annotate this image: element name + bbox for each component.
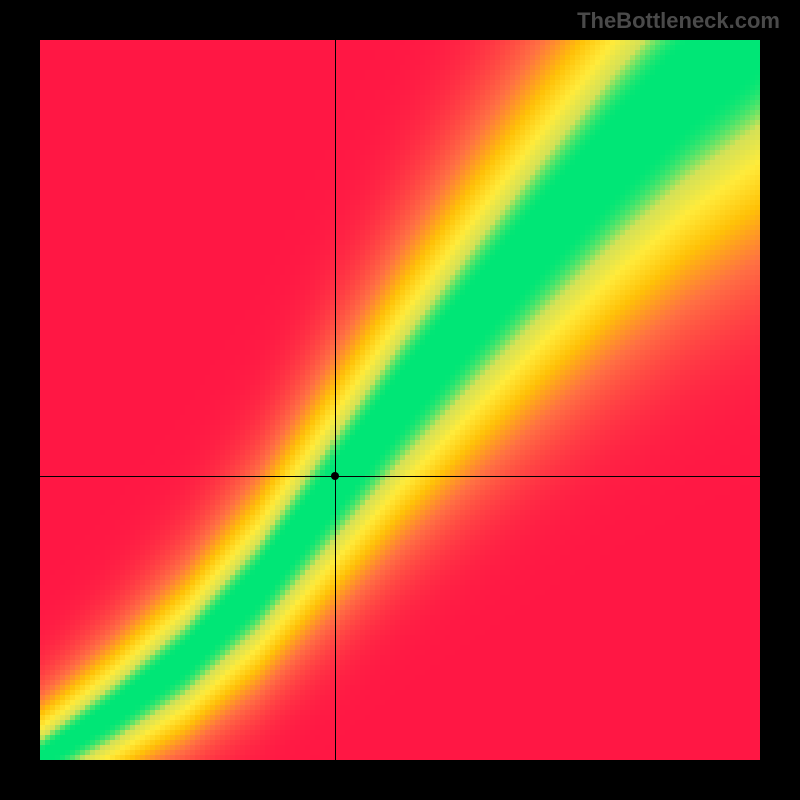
bottleneck-heatmap xyxy=(40,40,760,760)
watermark-text: TheBottleneck.com xyxy=(577,8,780,34)
marker-dot xyxy=(331,472,339,480)
crosshair-horizontal xyxy=(40,476,760,477)
chart-container: TheBottleneck.com xyxy=(0,0,800,800)
crosshair-vertical xyxy=(335,40,336,760)
plot-area xyxy=(40,40,760,760)
